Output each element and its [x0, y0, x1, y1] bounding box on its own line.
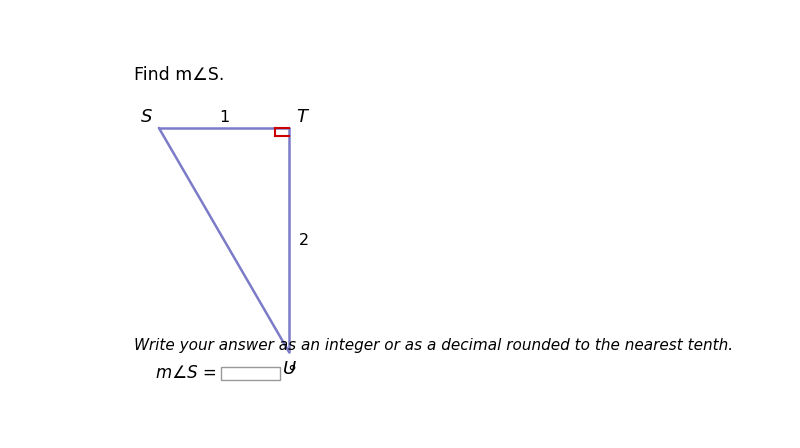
- Text: 2: 2: [298, 233, 309, 248]
- Bar: [221, 366, 280, 380]
- Text: Write your answer as an integer or as a decimal rounded to the nearest tenth.: Write your answer as an integer or as a …: [134, 338, 734, 353]
- Text: m∠S =: m∠S =: [156, 364, 217, 382]
- Text: U: U: [282, 360, 296, 378]
- Text: T: T: [296, 108, 307, 125]
- Text: Find m∠S.: Find m∠S.: [134, 66, 225, 84]
- Text: 1: 1: [219, 110, 229, 125]
- Text: S: S: [141, 108, 152, 125]
- Text: °: °: [287, 364, 296, 382]
